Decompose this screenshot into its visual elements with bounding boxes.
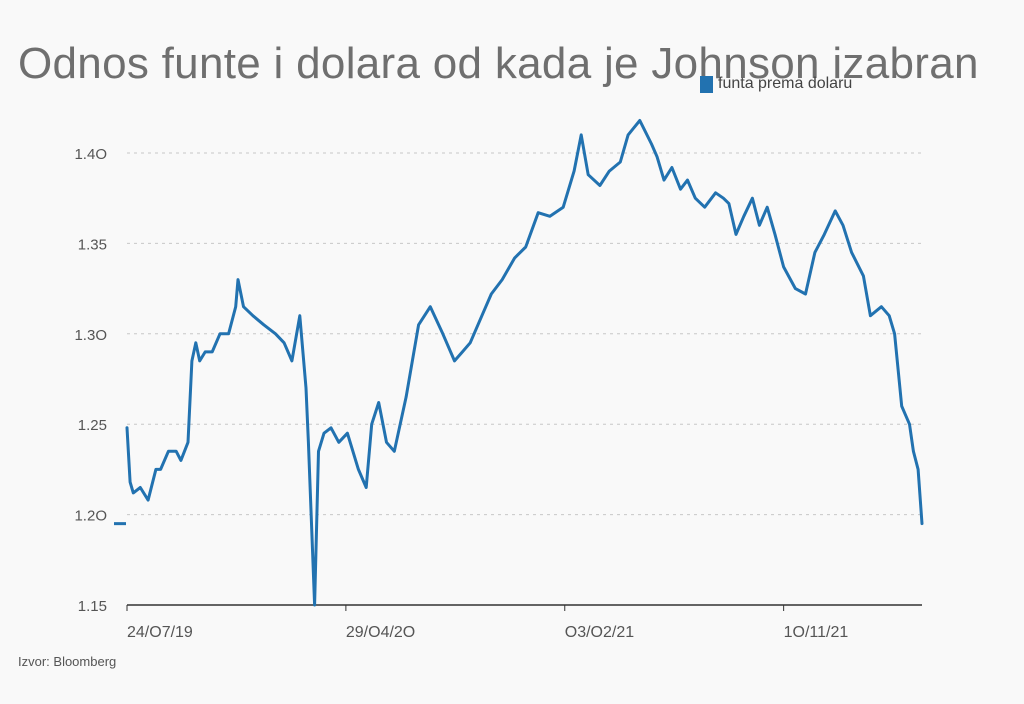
y-tick-label: 1.4O: [74, 146, 107, 163]
x-tick-label: 24/O7/19: [127, 624, 193, 641]
source-note: Izvor: Bloomberg: [18, 654, 117, 669]
y-tick-label: 1.35: [78, 236, 107, 253]
legend-swatch: [700, 75, 713, 93]
legend-label: funta prema dolaru: [718, 75, 853, 92]
x-tick-label: O3/O2/21: [565, 624, 634, 641]
legend: funta prema dolaru: [700, 75, 852, 93]
chart-title: Odnos funte i dolara od kada je Johnson …: [18, 39, 979, 89]
y-tick-label: 1.15: [78, 598, 107, 615]
x-tick-label: 1O/11/21: [784, 624, 849, 641]
series-line: [125, 119, 924, 607]
y-tick-label: 1.3O: [74, 327, 107, 344]
y-tick-label: 1.25: [78, 417, 107, 434]
y-tick-label: 1.2O: [74, 508, 107, 525]
x-tick-label: 29/O4/2O: [346, 624, 415, 641]
